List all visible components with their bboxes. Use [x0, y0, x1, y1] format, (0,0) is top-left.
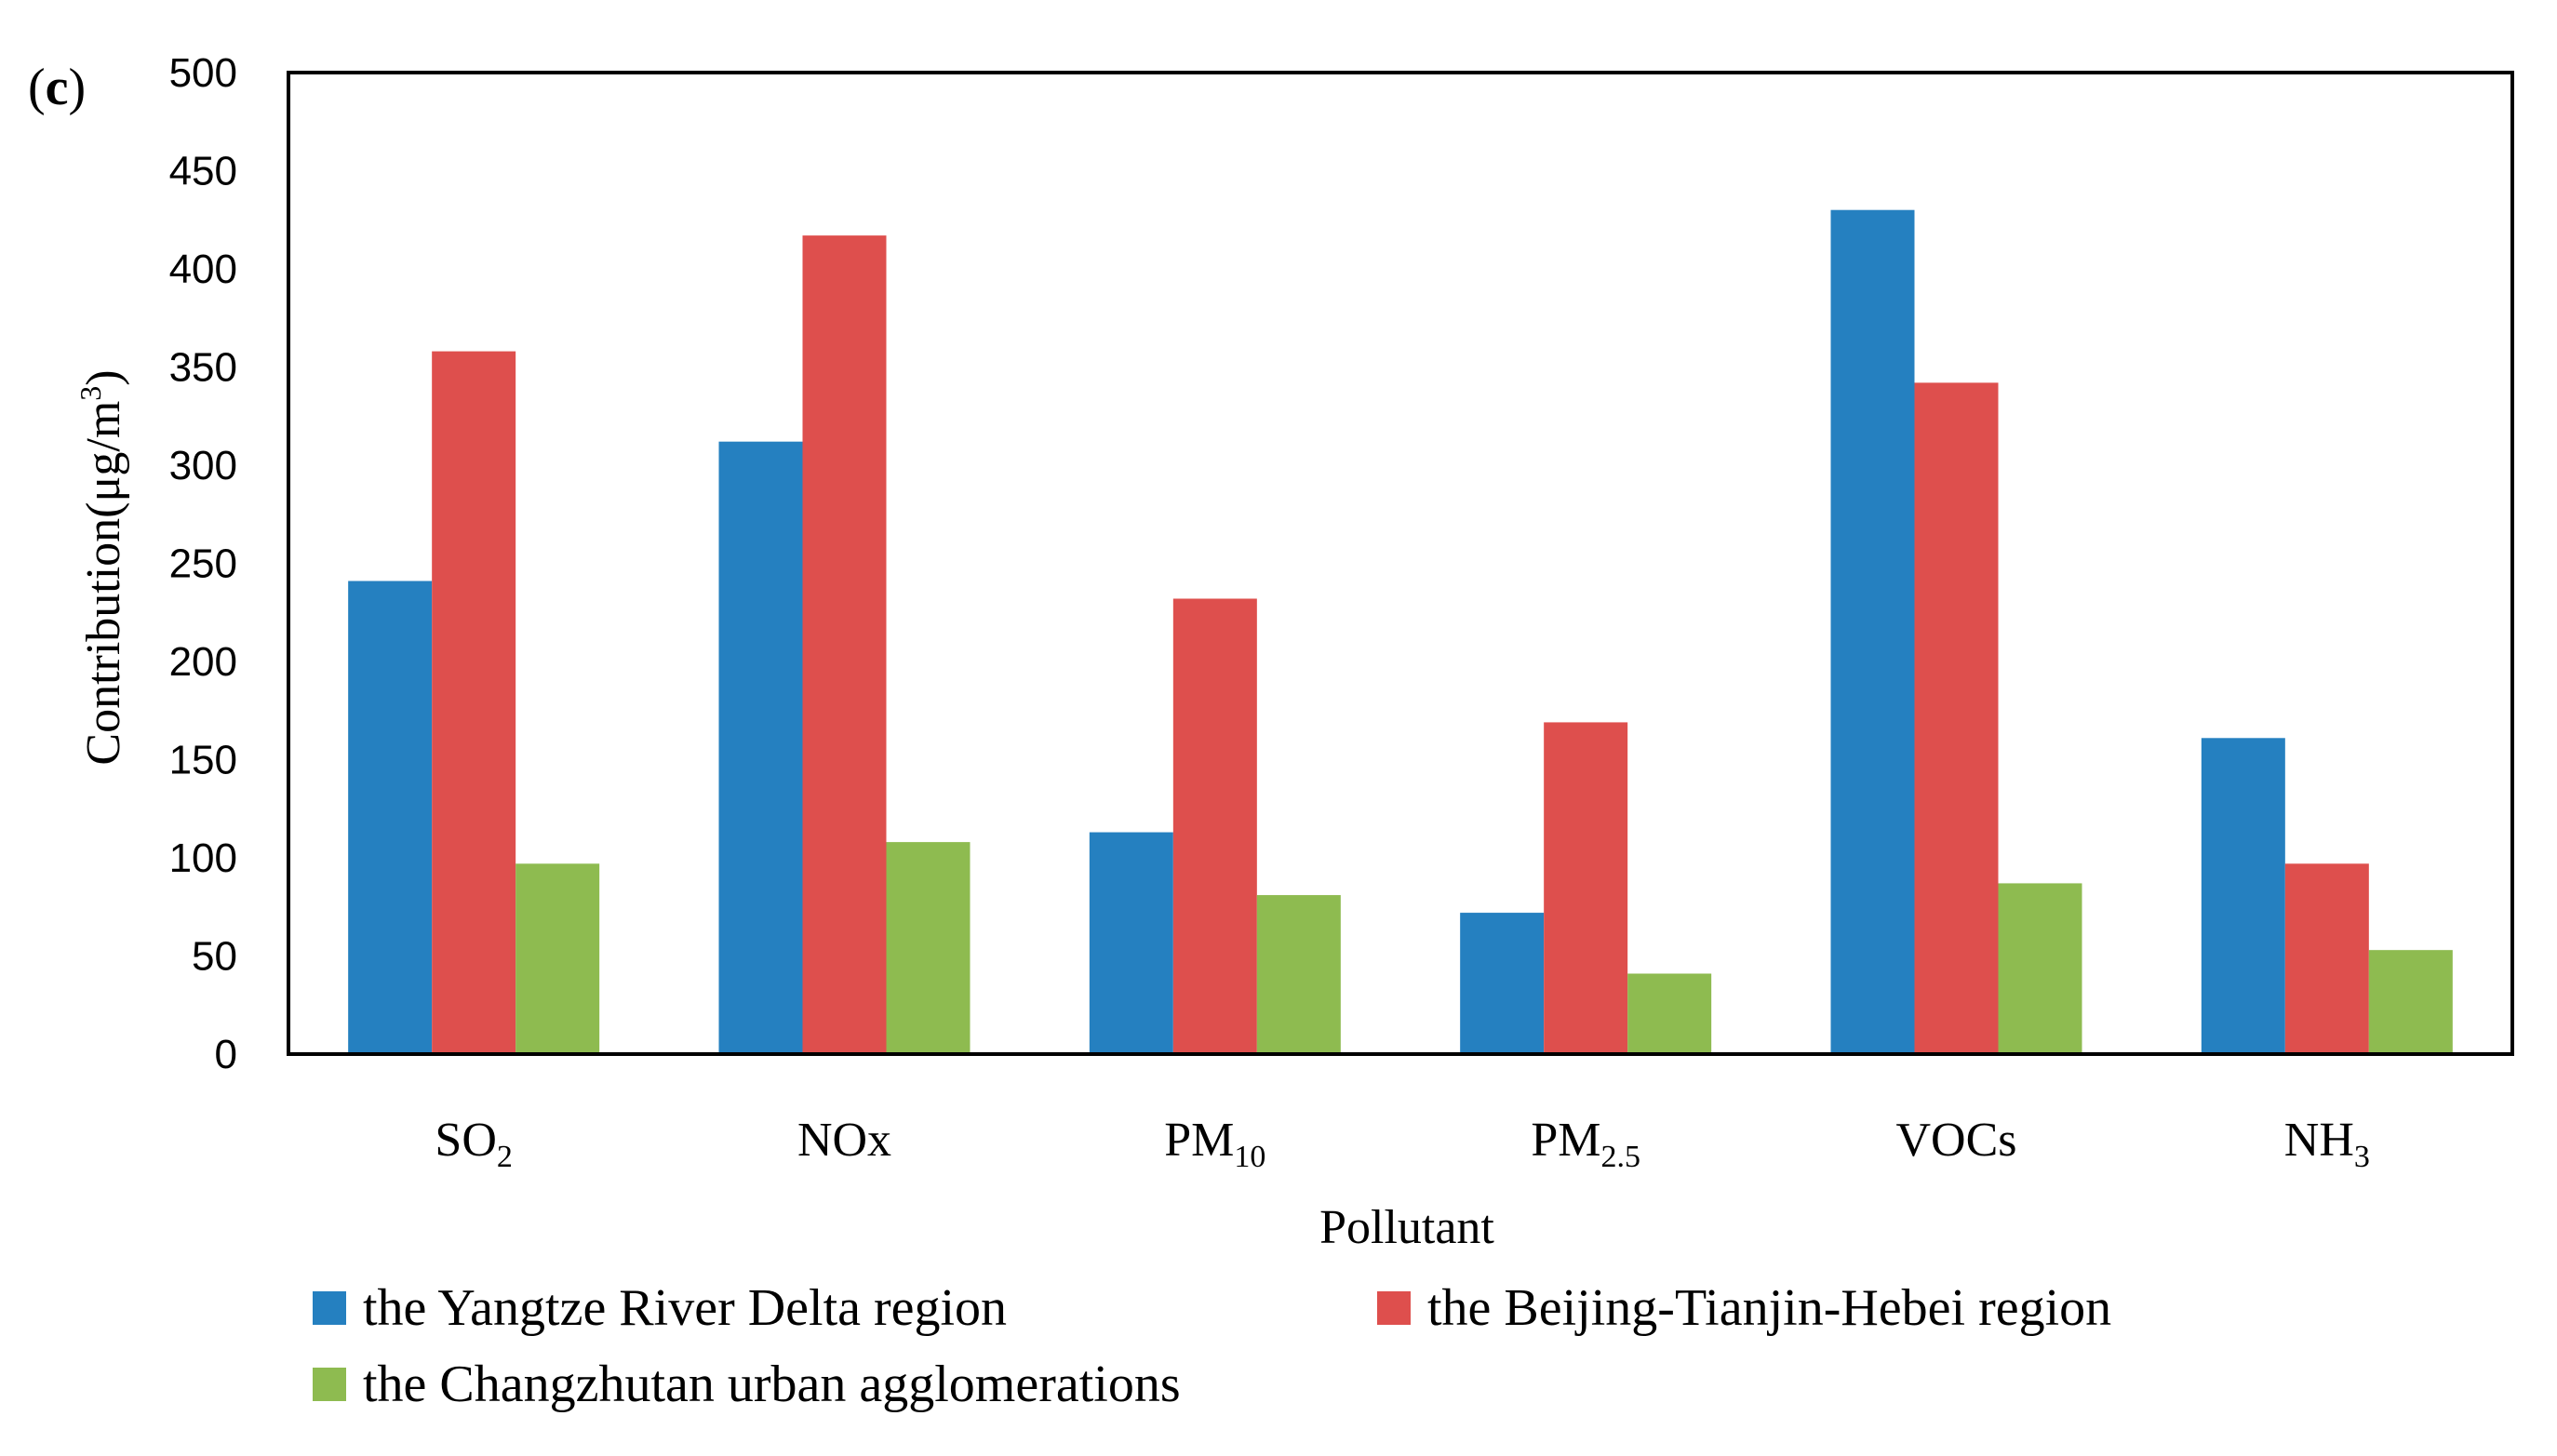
y-tick-label: 200	[169, 639, 237, 685]
y-axis-title: Contribution(μg/m3)	[74, 369, 130, 765]
bar-series-1	[2201, 738, 2285, 1054]
bar-series-2	[2284, 863, 2369, 1054]
panel-label-open: (	[28, 59, 46, 116]
plot-frame	[287, 71, 2514, 1056]
bar-series-3	[1627, 973, 1712, 1054]
y-tick-label: 250	[169, 541, 237, 587]
x-category-label-sub: 3	[2354, 1140, 2370, 1174]
x-category-label-base: NH	[2284, 1114, 2354, 1167]
legend-swatch-2	[1377, 1291, 1411, 1325]
x-category-label-base: VOCs	[1895, 1114, 2016, 1167]
y-tick-label: 400	[169, 247, 237, 292]
x-category-label: NH3	[2284, 1114, 2370, 1174]
x-category-label: VOCs	[1895, 1114, 2016, 1167]
x-category-label: PM2.5	[1531, 1114, 1640, 1174]
bar-series-2	[1914, 382, 1999, 1054]
panel-label-letter: c	[46, 59, 69, 116]
panel-label-close: )	[69, 59, 87, 116]
x-category-label-base: NOx	[797, 1114, 891, 1167]
bar-series-2	[432, 351, 516, 1054]
legend-label-3: the Changzhutan urban agglomerations	[363, 1356, 1181, 1413]
y-axis-title-close: )	[77, 369, 130, 385]
y-tick-label: 300	[169, 443, 237, 488]
bar-series-1	[348, 581, 433, 1054]
bars	[348, 209, 2453, 1054]
y-axis-title-sup: 3	[74, 386, 107, 401]
y-tick-label: 50	[192, 934, 237, 980]
x-axis-title: Pollutant	[1319, 1201, 1494, 1254]
panel-label: (c)	[28, 59, 86, 116]
bar-series-2	[1172, 598, 1257, 1054]
y-tick-label: 100	[169, 835, 237, 881]
bar-series-3	[1998, 883, 2082, 1054]
x-category-label-base: PM	[1531, 1114, 1600, 1167]
x-category-label-sub: 2.5	[1600, 1140, 1640, 1174]
legend-label-2: the Beijing-Tianjin-Hebei region	[1427, 1279, 2111, 1337]
x-category-label: SO2	[435, 1114, 512, 1174]
legend: the Yangtze River Delta region the Beijin…	[313, 1279, 2111, 1413]
bar-series-2	[1544, 722, 1628, 1054]
y-tick-label: 450	[169, 149, 237, 194]
legend-swatch-3	[313, 1368, 346, 1401]
legend-label-1: the Yangtze River Delta region	[363, 1279, 1007, 1337]
x-category-label-sub: 2	[497, 1140, 513, 1174]
legend-swatch-1	[313, 1291, 346, 1325]
bar-series-1	[1460, 913, 1545, 1054]
y-tick-label: 150	[169, 738, 237, 783]
bar-series-3	[2368, 950, 2453, 1054]
category-labels: SO2 NOx PM10 PM2.5 VOCs NH3	[435, 1114, 2369, 1174]
y-tick-label: 350	[169, 345, 237, 391]
x-category-label-base: SO	[435, 1114, 496, 1167]
bar-series-3	[515, 863, 600, 1054]
bar-series-1	[718, 441, 803, 1054]
bar-series-1	[1830, 209, 1915, 1054]
bar-series-2	[802, 235, 887, 1054]
x-category-label-base: PM	[1164, 1114, 1234, 1167]
bar-series-3	[886, 842, 971, 1054]
x-category-label: PM10	[1164, 1114, 1265, 1174]
bar-series-1	[1089, 832, 1173, 1054]
x-category-label: NOx	[797, 1114, 891, 1167]
y-tick-label: 500	[169, 50, 237, 96]
y-tick-labels: 0 50 100 150 200 250 300 350 400 450 500	[169, 50, 237, 1077]
y-axis-title-main: Contribution(μg/m	[77, 401, 130, 766]
y-tick-label: 0	[215, 1032, 237, 1077]
x-category-label-sub: 10	[1234, 1140, 1265, 1174]
bar-series-3	[1256, 895, 1341, 1054]
